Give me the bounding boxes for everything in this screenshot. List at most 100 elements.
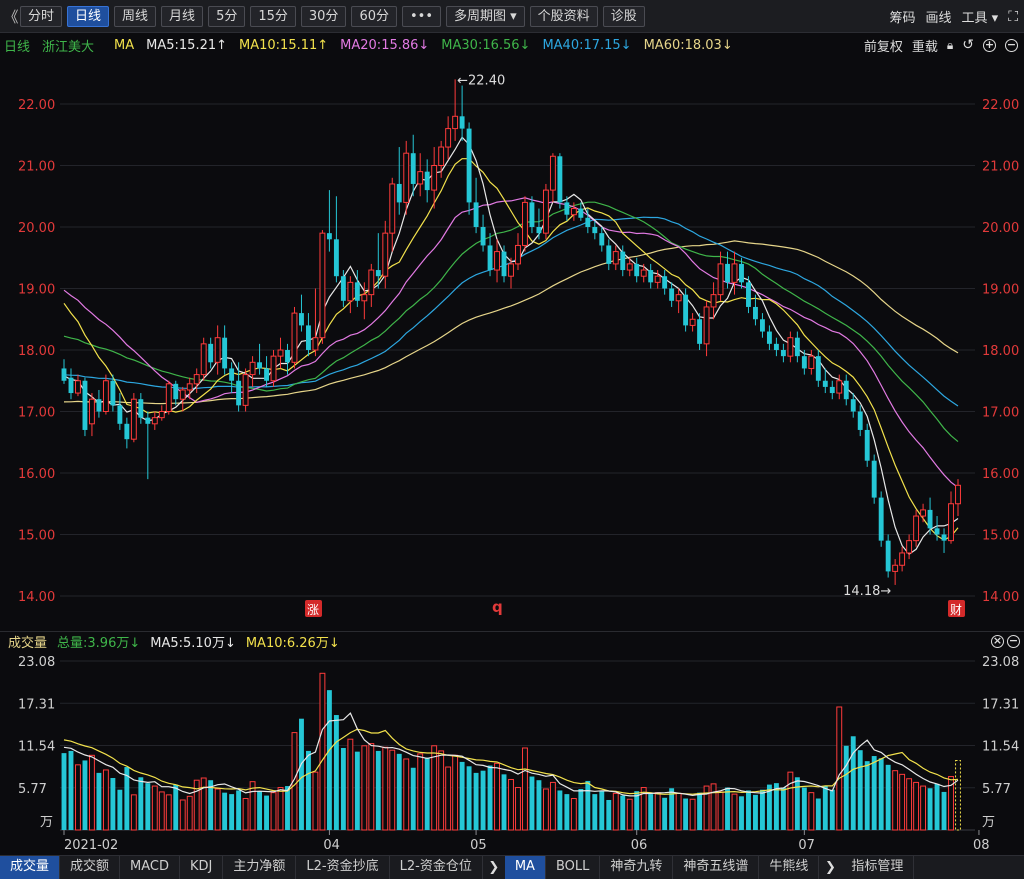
volume-bar [417,753,424,831]
period-button-10[interactable]: 个股资料 [529,5,598,27]
volume-bar [717,791,724,831]
x-tick-label: 05 [470,838,487,853]
candle-body [675,294,682,302]
tab-indicator-1[interactable]: 成交额 [60,856,121,879]
tab-indicator-5[interactable]: L2-资金抄底 [296,856,390,879]
candle-body [529,202,535,227]
ma40-line [63,216,959,407]
candle-body [669,288,675,301]
candle [347,276,354,314]
candle [375,233,381,289]
period-button-0[interactable]: 分时 [20,5,63,27]
tools-menu[interactable]: 工具 ▾ [961,11,999,26]
ma5-line [63,136,959,556]
zoom-out-icon[interactable]: − [1005,37,1018,52]
volume-bar [452,754,459,831]
period-button-6[interactable]: 30分 [300,5,347,27]
undo-icon[interactable]: ↺ [962,37,974,53]
candle [864,423,870,467]
tab-indicator-6[interactable]: L2-资金仓位 [390,856,483,879]
indicator-name[interactable]: MA [114,37,135,53]
candle-body [780,350,786,357]
candle [878,491,884,547]
volume-bar [801,787,807,830]
collapse-icon[interactable]: 《 [3,7,19,26]
tabs-next-icon-2[interactable]: ❯ [824,860,836,875]
volume-bar [508,778,514,831]
x-tick-label: 08 [973,838,990,853]
candle [130,393,137,443]
lock-icon[interactable]: 🔒︎ [946,37,954,52]
volume-bar [759,789,765,830]
period-button-5[interactable]: 15分 [250,5,296,27]
candle [110,374,116,412]
chips-button[interactable]: 筹码 [889,11,916,26]
tab-indicator-2[interactable]: MACD [120,856,180,879]
volume-bar [955,759,961,831]
candle-body [864,429,870,461]
tab-indicator-4[interactable]: 主力净额 [223,856,297,879]
tab-overlay-0[interactable]: MA [504,856,546,879]
tab-overlay-1[interactable]: BOLL [546,856,601,879]
tab-indicator-0[interactable]: 成交量 [0,856,61,879]
period-button-11[interactable]: 诊股 [602,5,645,27]
volume-tick-right: 5.77 [982,782,1011,797]
close-icon[interactable]: × [991,634,1004,648]
period-button-1[interactable]: 日线 [67,5,110,27]
tab-overlay-2[interactable]: 神奇九转 [600,856,674,879]
period-button-3[interactable]: 月线 [161,5,204,27]
volume-bar [703,785,710,831]
volume-bar [654,792,661,831]
q-marker: q [492,598,503,616]
volume-bar [731,793,738,831]
candle [326,190,332,252]
volume-tick-left: 5.77 [18,782,47,797]
candle-body [885,540,891,572]
volume-value-0: 总量:3.96万↓ [57,636,141,651]
candle [725,251,730,289]
volume-bar [941,791,947,830]
volume-title[interactable]: 成交量 [8,636,48,651]
reload-button[interactable]: 重载 [911,39,938,55]
tab-indicator-3[interactable]: KDJ [180,856,224,879]
period-button-7[interactable]: 60分 [351,5,397,27]
candle [592,220,598,240]
volume-bar [354,751,360,830]
candle [445,116,452,160]
tabs-next-icon[interactable]: ❯ [488,860,500,875]
period-button-8[interactable]: ••• [401,5,441,27]
tab-overlay-4[interactable]: 牛熊线 [759,856,820,879]
volume-bar [151,785,158,831]
finance-marker-bg [948,600,965,617]
candle-body [683,294,689,326]
volume-bar [948,776,954,831]
price-tick-left: 21.00 [18,160,55,175]
candle-body [654,275,661,283]
zoom-in-icon[interactable]: + [983,37,996,52]
period-button-4[interactable]: 5分 [208,5,246,27]
candle [871,454,877,504]
candle [746,276,751,314]
draw-line-button[interactable]: 画线 [925,11,952,26]
candle [319,230,326,344]
volume-bar [312,771,319,831]
period-button-2[interactable]: 周线 [114,5,157,27]
zoom-out-icon[interactable]: − [1007,634,1020,648]
tab-indicator-manage[interactable]: 指标管理 [841,856,915,879]
candle-body [68,377,74,394]
candle-body [717,263,724,296]
period-button-9[interactable]: 多周期图 ▾ [446,5,525,27]
candle [857,405,863,437]
price-tick-left: 15.00 [18,529,55,544]
candle [61,359,67,384]
candle-body [871,460,877,498]
candle [102,374,109,415]
adjust-button[interactable]: 前复权 [863,39,903,55]
volume-bar [299,718,304,830]
candle-body [626,263,633,271]
fullscreen-icon[interactable]: ⛶ [1008,8,1018,25]
tab-overlay-3[interactable]: 神奇五线谱 [673,856,760,879]
volume-bar [347,738,354,831]
candle [585,208,591,234]
